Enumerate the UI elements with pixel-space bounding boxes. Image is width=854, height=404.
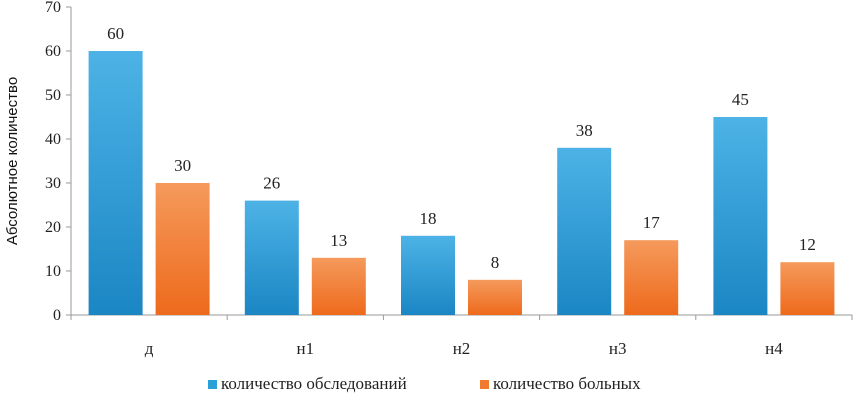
y-tick-label: 30: [45, 175, 61, 192]
x-tick-label: д: [145, 339, 154, 358]
bar-patients-0: [155, 183, 210, 315]
x-tick-label: н2: [453, 339, 471, 358]
legend-swatch: [480, 380, 489, 389]
bar-examinations-4: [713, 117, 768, 315]
bar-examinations-1: [244, 200, 299, 315]
data-label: 45: [732, 90, 749, 109]
bar-examinations-3: [557, 147, 612, 315]
legend-swatch: [208, 380, 217, 389]
data-label: 60: [107, 24, 124, 43]
y-axis-label: Абсолютное количество: [4, 77, 21, 245]
legend: количество обследований количество больны…: [208, 374, 641, 393]
y-tick-label: 60: [45, 43, 61, 60]
data-label: 38: [576, 121, 593, 140]
data-label: 8: [491, 253, 500, 272]
bar-patients-1: [311, 257, 366, 315]
legend-label: количество обследований: [221, 374, 407, 393]
x-tick-label: н4: [765, 339, 783, 358]
y-tick-label: 0: [53, 307, 61, 324]
x-tick-label: н1: [296, 339, 314, 358]
y-tick-label: 40: [45, 131, 61, 148]
y-tick-label: 20: [45, 219, 61, 236]
data-label: 18: [420, 209, 437, 228]
data-label: 13: [330, 231, 347, 250]
bars: [88, 51, 835, 315]
x-tick-label: н3: [609, 339, 627, 358]
data-label: 12: [799, 235, 816, 254]
bar-examinations-2: [401, 235, 455, 315]
y-tick-label: 50: [45, 87, 61, 104]
data-label: 17: [643, 213, 661, 232]
data-label: 26: [263, 174, 280, 193]
data-label: 30: [174, 156, 191, 175]
bar-examinations-0: [88, 51, 143, 315]
bar-patients-2: [468, 279, 522, 315]
bar-patients-3: [624, 240, 679, 315]
labels: 60 30 д 26 13 н1 18 8 н2 38 17 н3 45 12 н4: [107, 24, 816, 358]
bar-patients-4: [780, 262, 835, 315]
y-tick-label: 10: [45, 263, 61, 280]
y-tick-label: 70: [45, 0, 61, 16]
legend-label: количество больных: [493, 374, 641, 393]
